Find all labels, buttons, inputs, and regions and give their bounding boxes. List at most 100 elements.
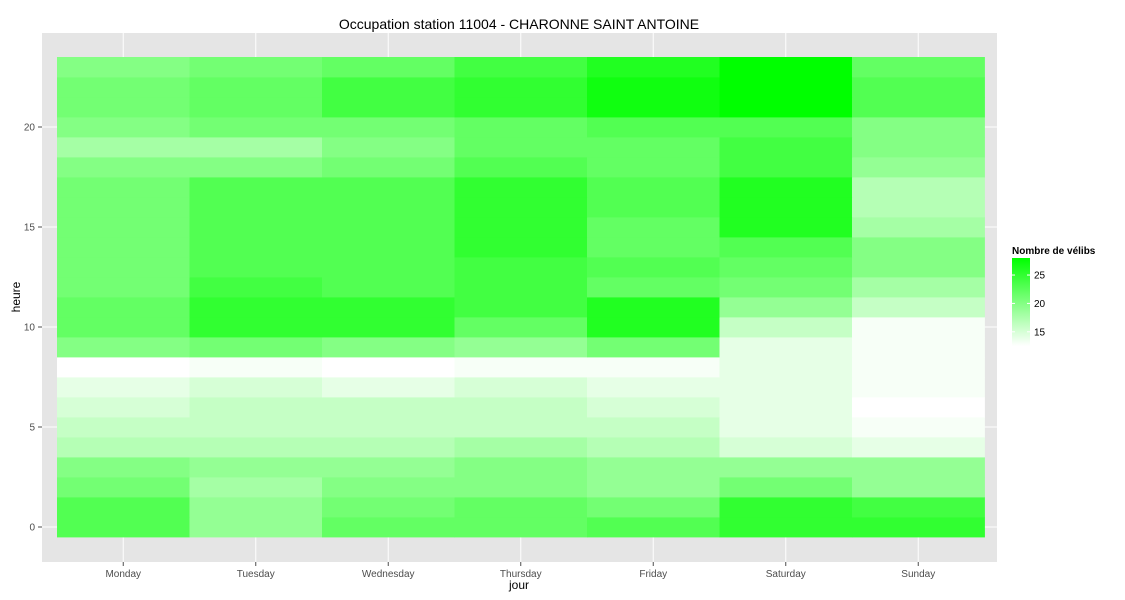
heatmap-cell bbox=[57, 337, 190, 358]
heatmap-cell bbox=[189, 117, 323, 138]
heatmap-cell bbox=[719, 197, 853, 218]
heatmap-cell bbox=[322, 457, 455, 478]
heatmap-cell bbox=[454, 157, 588, 178]
heatmap-cell bbox=[57, 137, 190, 158]
heatmap-cell bbox=[719, 517, 853, 538]
heatmap-cell bbox=[57, 97, 190, 118]
heatmap-cell bbox=[322, 157, 455, 178]
heatmap-cell bbox=[852, 417, 985, 438]
y-tick-label: 20 bbox=[24, 123, 36, 134]
heatmap-cell bbox=[189, 357, 323, 378]
y-axis-title: heure bbox=[9, 281, 23, 312]
legend-title: Nombre de vélibs bbox=[1012, 246, 1096, 257]
heatmap-cell bbox=[719, 97, 853, 118]
heatmap-cell bbox=[454, 477, 588, 498]
heatmap-cell bbox=[454, 237, 588, 258]
heatmap-cell bbox=[322, 297, 455, 318]
heatmap-cell bbox=[587, 97, 720, 118]
heatmap-cell bbox=[454, 257, 588, 278]
heatmap-cell bbox=[719, 137, 853, 158]
heatmap-cell bbox=[322, 197, 455, 218]
heatmap-cell bbox=[189, 417, 323, 438]
heatmap-cell bbox=[322, 217, 455, 238]
y-tick-label: 10 bbox=[24, 323, 36, 334]
heatmap-cell bbox=[189, 137, 323, 158]
heatmap-cell bbox=[454, 57, 588, 78]
heatmap-cell bbox=[852, 137, 985, 158]
heatmap-cell bbox=[454, 337, 588, 358]
heatmap-cell bbox=[587, 57, 720, 78]
heatmap-cell bbox=[57, 77, 190, 98]
heatmap-cell bbox=[587, 77, 720, 98]
heatmap-cell bbox=[454, 357, 588, 378]
heatmap-cell bbox=[719, 117, 853, 138]
heatmap-cell bbox=[454, 117, 588, 138]
heatmap-cell bbox=[454, 97, 588, 118]
heatmap-cell bbox=[719, 357, 853, 378]
heatmap-cell bbox=[322, 417, 455, 438]
heatmap-cell bbox=[57, 437, 190, 458]
heatmap-cell bbox=[587, 517, 720, 538]
heatmap-cell bbox=[852, 77, 985, 98]
heatmap-cell bbox=[587, 277, 720, 298]
heatmap-cell bbox=[57, 417, 190, 438]
heatmap-cell bbox=[322, 317, 455, 338]
heatmap-cell bbox=[587, 417, 720, 438]
heatmap-cell bbox=[719, 397, 853, 418]
heatmap-cell bbox=[322, 377, 455, 398]
legend-tick-label: 20 bbox=[1034, 299, 1046, 310]
heatmap-cell bbox=[852, 177, 985, 198]
heatmap-cell bbox=[587, 117, 720, 138]
y-tick-label: 15 bbox=[24, 223, 36, 234]
heatmap-cell bbox=[322, 237, 455, 258]
heatmap-cell bbox=[719, 297, 853, 318]
heatmap-cell bbox=[587, 437, 720, 458]
heatmap-cell bbox=[322, 357, 455, 378]
heatmap-cell bbox=[322, 397, 455, 418]
heatmap-cell bbox=[852, 517, 985, 538]
heatmap-cell bbox=[189, 457, 323, 478]
heatmap-cell bbox=[852, 437, 985, 458]
heatmap-cell bbox=[852, 277, 985, 298]
heatmap-cell bbox=[322, 57, 455, 78]
heatmap-cell bbox=[57, 117, 190, 138]
heatmap-cell bbox=[587, 237, 720, 258]
heatmap-cell bbox=[454, 77, 588, 98]
heatmap-cell bbox=[719, 457, 853, 478]
heatmap-cell bbox=[852, 457, 985, 478]
heatmap-cell bbox=[57, 157, 190, 178]
heatmap-cell bbox=[852, 157, 985, 178]
heatmap-cell bbox=[454, 317, 588, 338]
heatmap-cell bbox=[454, 297, 588, 318]
heatmap-cell bbox=[587, 257, 720, 278]
heatmap-cell bbox=[454, 137, 588, 158]
x-tick-label: Monday bbox=[105, 569, 141, 580]
heatmap-cell bbox=[587, 397, 720, 418]
heatmap-cell bbox=[57, 217, 190, 238]
heatmap-cell bbox=[189, 177, 323, 198]
x-tick-label: Saturday bbox=[766, 569, 806, 580]
legend-tick-label: 15 bbox=[1034, 327, 1046, 338]
heatmap-cell bbox=[322, 97, 455, 118]
heatmap-cell bbox=[454, 457, 588, 478]
heatmap-cell bbox=[189, 257, 323, 278]
heatmap-cell bbox=[719, 417, 853, 438]
heatmap-cell bbox=[719, 217, 853, 238]
heatmap-cell bbox=[454, 517, 588, 538]
heatmap-cell bbox=[587, 137, 720, 158]
x-tick-label: Friday bbox=[639, 569, 667, 580]
heatmap-cell bbox=[57, 397, 190, 418]
y-tick-label: 5 bbox=[29, 423, 35, 434]
heatmap-cell bbox=[57, 57, 190, 78]
heatmap-cell bbox=[322, 77, 455, 98]
heatmap-cell bbox=[852, 377, 985, 398]
heatmap-cell bbox=[57, 297, 190, 318]
legend-tick-label: 25 bbox=[1034, 271, 1046, 282]
heatmap-cell bbox=[57, 497, 190, 518]
heatmap-cell bbox=[719, 177, 853, 198]
heatmap-cell bbox=[322, 177, 455, 198]
y-tick-label: 0 bbox=[29, 523, 35, 534]
heatmap-cells bbox=[57, 57, 985, 538]
heatmap-cell bbox=[852, 97, 985, 118]
legend-ticks: 15 20 25 bbox=[1012, 271, 1046, 338]
